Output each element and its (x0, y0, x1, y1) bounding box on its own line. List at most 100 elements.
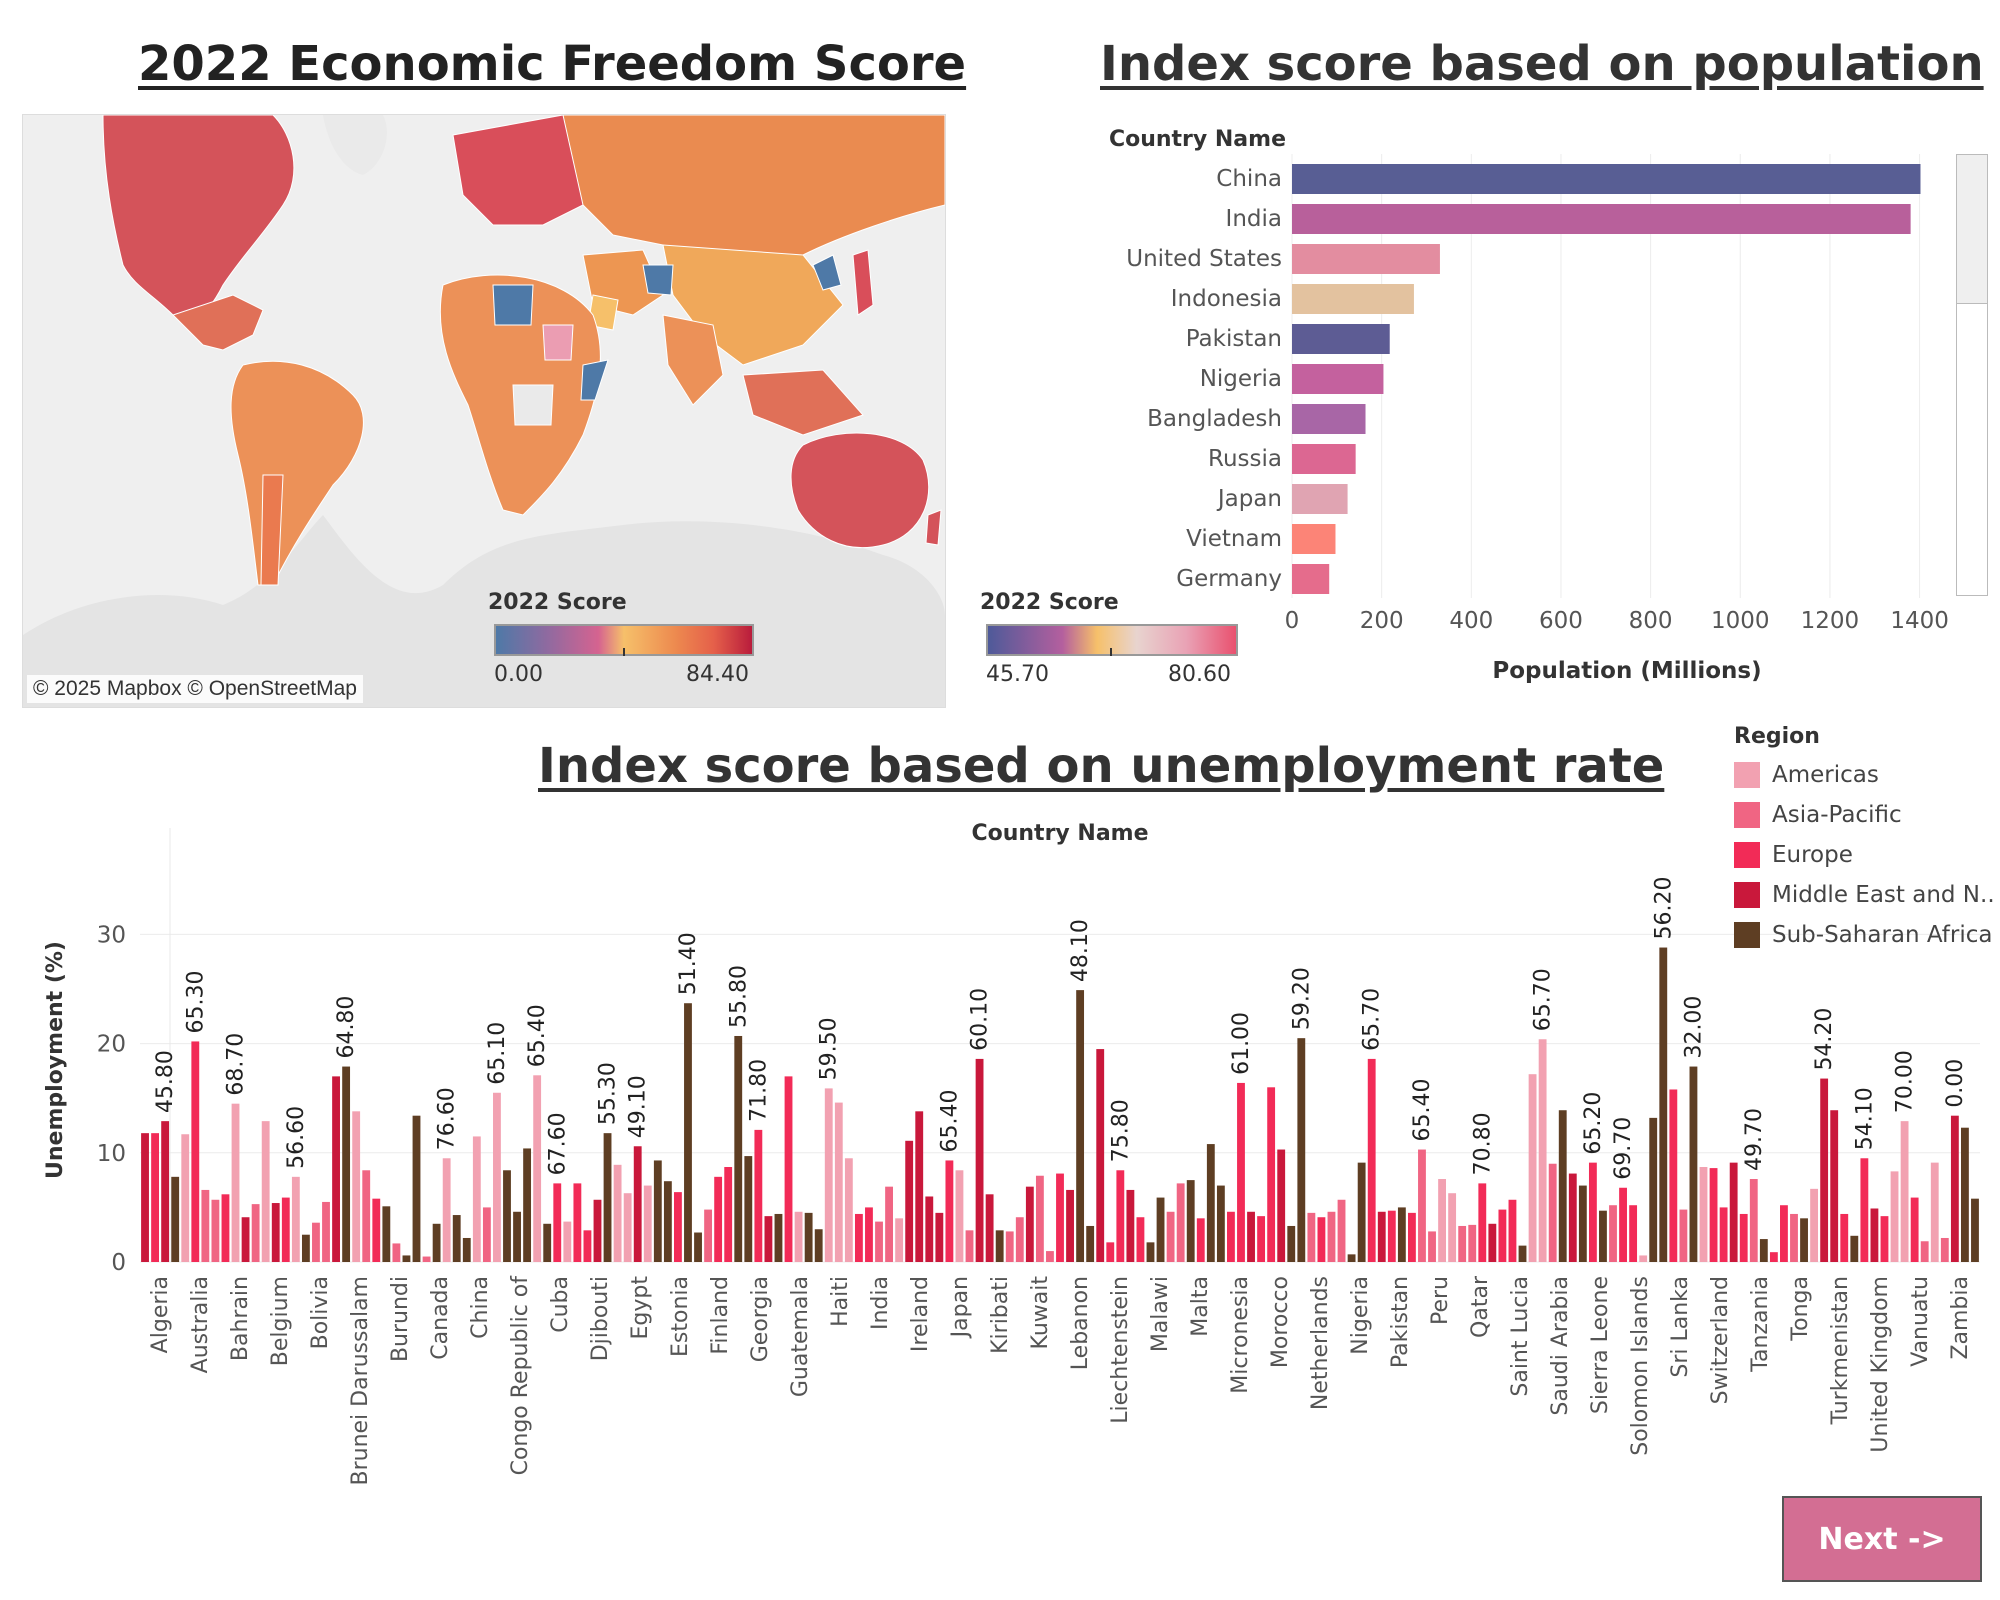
unemp-bar[interactable] (1005, 1231, 1014, 1262)
unemp-bar[interactable] (1619, 1187, 1627, 1262)
unemp-bar[interactable] (322, 1201, 330, 1262)
unemp-bar[interactable] (1257, 1216, 1266, 1262)
unemp-bar[interactable] (1458, 1225, 1467, 1262)
unemp-bar[interactable] (1015, 1217, 1024, 1262)
unemp-bar[interactable] (1498, 1209, 1507, 1262)
unemp-bar[interactable] (975, 1058, 984, 1262)
unemp-bar[interactable] (1900, 1121, 1909, 1262)
unemp-bar[interactable] (161, 1121, 170, 1262)
unemp-bar[interactable] (583, 1230, 592, 1262)
unemp-bar[interactable] (1347, 1254, 1356, 1262)
unemp-bar[interactable] (241, 1217, 250, 1262)
unemp-bar[interactable] (1548, 1163, 1557, 1262)
unemp-bar[interactable] (1156, 1197, 1165, 1262)
unemp-bar[interactable] (1820, 1078, 1829, 1262)
unemp-bar[interactable] (643, 1185, 652, 1262)
unemp-bar[interactable] (181, 1134, 190, 1262)
unemp-bar[interactable] (1478, 1183, 1487, 1262)
unemp-bar[interactable] (895, 1218, 904, 1262)
unemp-bar[interactable] (1960, 1127, 1969, 1262)
unemp-bar[interactable] (1206, 1144, 1215, 1262)
unemp-bar[interactable] (734, 1035, 743, 1262)
unemp-bar[interactable] (764, 1216, 773, 1262)
unemp-bar[interactable] (1689, 1066, 1698, 1262)
unemp-bar[interactable] (151, 1133, 160, 1262)
unemp-bar[interactable] (603, 1133, 612, 1262)
unemp-bar[interactable] (1659, 947, 1668, 1262)
unemp-bar[interactable] (1357, 1162, 1366, 1262)
unemp-bar[interactable] (533, 1075, 542, 1262)
unemp-bar[interactable] (1609, 1205, 1617, 1262)
unemp-bar[interactable] (1971, 1198, 1979, 1262)
unemp-bar[interactable] (1629, 1205, 1638, 1262)
unemp-bar[interactable] (714, 1176, 723, 1262)
map-attribution[interactable]: © 2025 Mapbox © OpenStreetMap (27, 675, 363, 703)
unemp-bar[interactable] (1287, 1225, 1296, 1262)
unemp-bar[interactable] (573, 1183, 582, 1262)
unemp-bar[interactable] (1800, 1218, 1808, 1262)
unemp-bar[interactable] (1488, 1223, 1497, 1262)
unemp-bar[interactable] (1729, 1162, 1738, 1262)
unemp-bar[interactable] (1508, 1199, 1517, 1262)
unemp-bar[interactable] (824, 1088, 833, 1262)
unemp-bar[interactable] (1126, 1189, 1135, 1262)
unemp-bar[interactable] (402, 1255, 411, 1262)
unemp-bar[interactable] (1146, 1242, 1155, 1262)
unemp-bar[interactable] (1759, 1239, 1768, 1262)
unemp-bar[interactable] (1699, 1167, 1708, 1262)
unemp-bar[interactable] (744, 1156, 753, 1262)
unemp-bar[interactable] (985, 1194, 994, 1262)
unemp-bar[interactable] (1739, 1213, 1748, 1262)
unemp-bar[interactable] (1950, 1115, 1959, 1262)
unemp-bar[interactable] (221, 1194, 230, 1262)
unemp-bar[interactable] (452, 1215, 461, 1262)
unemp-bar[interactable] (1377, 1211, 1386, 1262)
unemp-bar[interactable] (1096, 1049, 1105, 1262)
unemp-bar[interactable] (1035, 1175, 1044, 1262)
unemp-bar[interactable] (312, 1222, 320, 1262)
unemp-bar[interactable] (1216, 1185, 1225, 1262)
unemp-bar[interactable] (623, 1193, 632, 1262)
unemp-bar[interactable] (1830, 1110, 1839, 1262)
unemp-bar[interactable] (362, 1170, 371, 1262)
unemp-bar[interactable] (1387, 1210, 1396, 1262)
unemp-bar[interactable] (965, 1230, 974, 1262)
unemp-bar[interactable] (1910, 1197, 1919, 1262)
unemp-bar[interactable] (472, 1136, 481, 1262)
unemp-bar[interactable] (201, 1189, 210, 1262)
unemp-bar[interactable] (794, 1211, 803, 1262)
pop-bar[interactable] (1292, 244, 1440, 274)
unemp-bar[interactable] (1086, 1225, 1095, 1262)
world-map[interactable]: © 2025 Mapbox © OpenStreetMap (22, 114, 946, 708)
unemp-bar[interactable] (1860, 1158, 1869, 1262)
pop-bar[interactable] (1292, 484, 1348, 514)
unemp-bar[interactable] (1397, 1207, 1406, 1262)
unemp-bar[interactable] (1880, 1216, 1889, 1262)
unemp-bar[interactable] (1588, 1162, 1597, 1262)
unemp-bar[interactable] (1046, 1251, 1054, 1262)
unemp-bar[interactable] (372, 1198, 381, 1262)
unemp-bar[interactable] (301, 1234, 310, 1262)
unemp-bar[interactable] (1850, 1235, 1859, 1262)
unemp-bar[interactable] (1518, 1245, 1527, 1262)
unemp-bar[interactable] (694, 1232, 702, 1262)
unemp-bar[interactable] (342, 1066, 351, 1262)
unemp-bar[interactable] (1136, 1217, 1145, 1262)
unemp-bar[interactable] (875, 1221, 883, 1262)
unemp-bar[interactable] (1840, 1213, 1849, 1262)
unemp-bar[interactable] (553, 1183, 562, 1262)
unemp-bar[interactable] (1940, 1237, 1949, 1262)
unemp-bar[interactable] (1227, 1211, 1235, 1262)
unemp-bar[interactable] (955, 1170, 964, 1262)
unemp-bar[interactable] (1719, 1207, 1728, 1262)
unemp-bar[interactable] (1528, 1074, 1537, 1262)
unemp-bar[interactable] (442, 1158, 451, 1262)
unemp-bar[interactable] (1769, 1252, 1778, 1262)
unemp-bar[interactable] (774, 1213, 783, 1262)
unemp-bar[interactable] (1186, 1180, 1195, 1262)
unemp-bar[interactable] (1538, 1039, 1547, 1262)
unemp-bar[interactable] (1639, 1255, 1648, 1262)
unemp-bar[interactable] (1679, 1209, 1688, 1262)
next-button[interactable]: Next -> (1782, 1496, 1982, 1582)
unemp-bar[interactable] (905, 1140, 914, 1262)
